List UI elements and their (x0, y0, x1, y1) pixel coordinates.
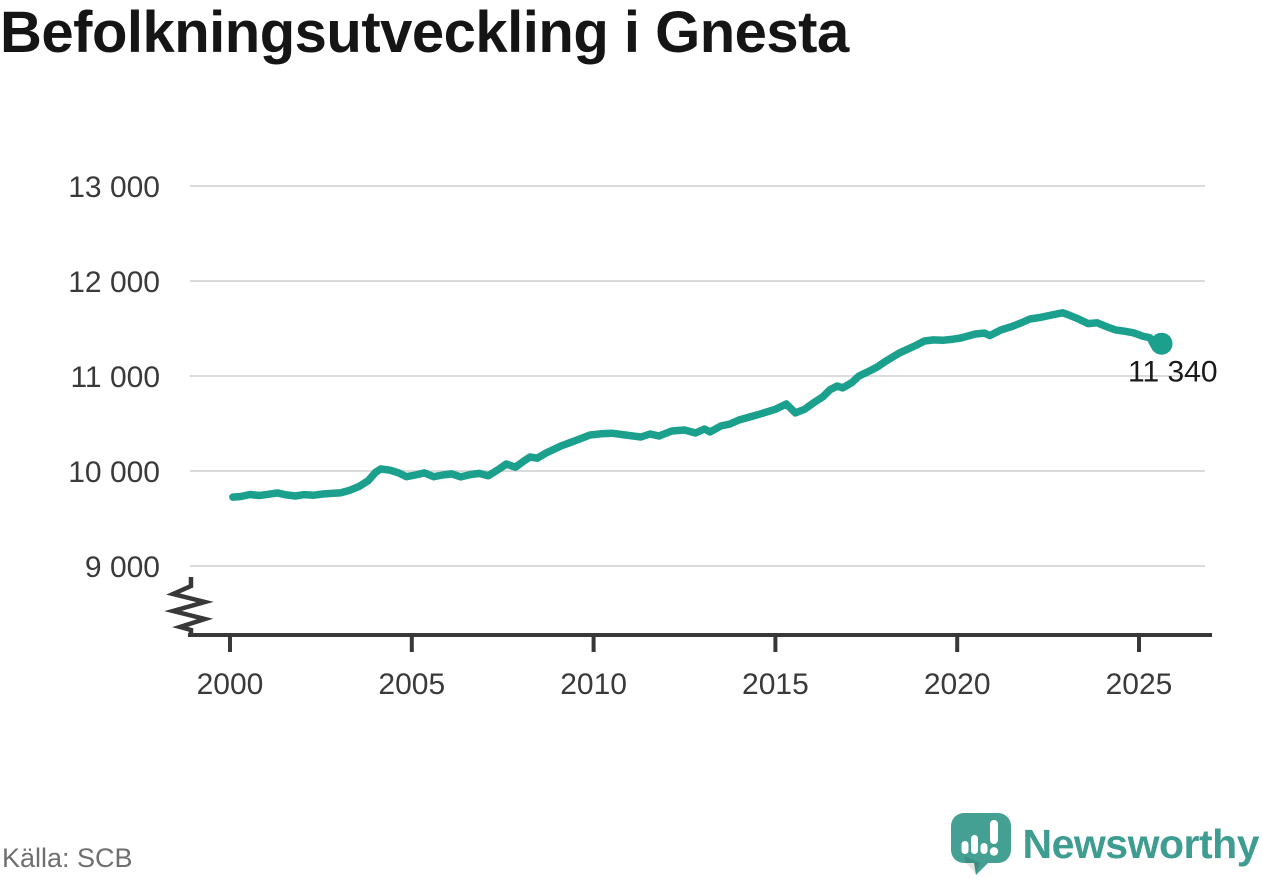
y-tick-label: 10 000 (68, 456, 160, 489)
chart-title: Befolkningsutveckling i Gnesta (0, 0, 849, 65)
x-axis: 2000 2005 2010 2015 2020 2025 (164, 577, 1212, 701)
newsworthy-speech-bubble-bar-chart-icon (950, 813, 1011, 875)
newsworthy-logo: Newsworthy (950, 812, 1260, 876)
x-tick-label: 2025 (1106, 668, 1173, 701)
last-value-dot (1150, 332, 1173, 355)
x-tick-label: 2005 (378, 668, 445, 701)
x-tick-label: 2015 (742, 668, 809, 701)
speech-bubble-shape (950, 813, 1011, 875)
bar-chart-bar-tall (970, 835, 978, 854)
y-tick-label: 11 000 (70, 361, 160, 394)
x-tick-label: 2020 (924, 668, 991, 701)
x-tick-label: 2000 (197, 668, 264, 701)
population-line (229, 309, 1166, 501)
axis-break-zigzag-icon (164, 577, 214, 637)
x-tick-label: 2010 (560, 668, 627, 701)
last-value-label: 11 340 (1128, 356, 1218, 389)
brand-name: Newsworthy (1022, 820, 1260, 867)
y-tick-label: 13 000 (68, 171, 160, 204)
y-tick-label: 12 000 (68, 266, 160, 299)
y-tick-label: 9 000 (85, 551, 160, 584)
exclamation-mark-dot (989, 847, 998, 856)
bubble-fold-shadow (963, 856, 980, 874)
source-label: Källa: SCB (2, 843, 133, 873)
y-gridlines (190, 185, 1205, 567)
exclamation-mark-bar (989, 820, 998, 844)
bar-chart-bar-small (961, 841, 968, 854)
y-tick-labels: 9 000 10 000 11 000 12 000 13 000 (68, 171, 160, 584)
bar-chart-bar-medium (980, 843, 987, 854)
